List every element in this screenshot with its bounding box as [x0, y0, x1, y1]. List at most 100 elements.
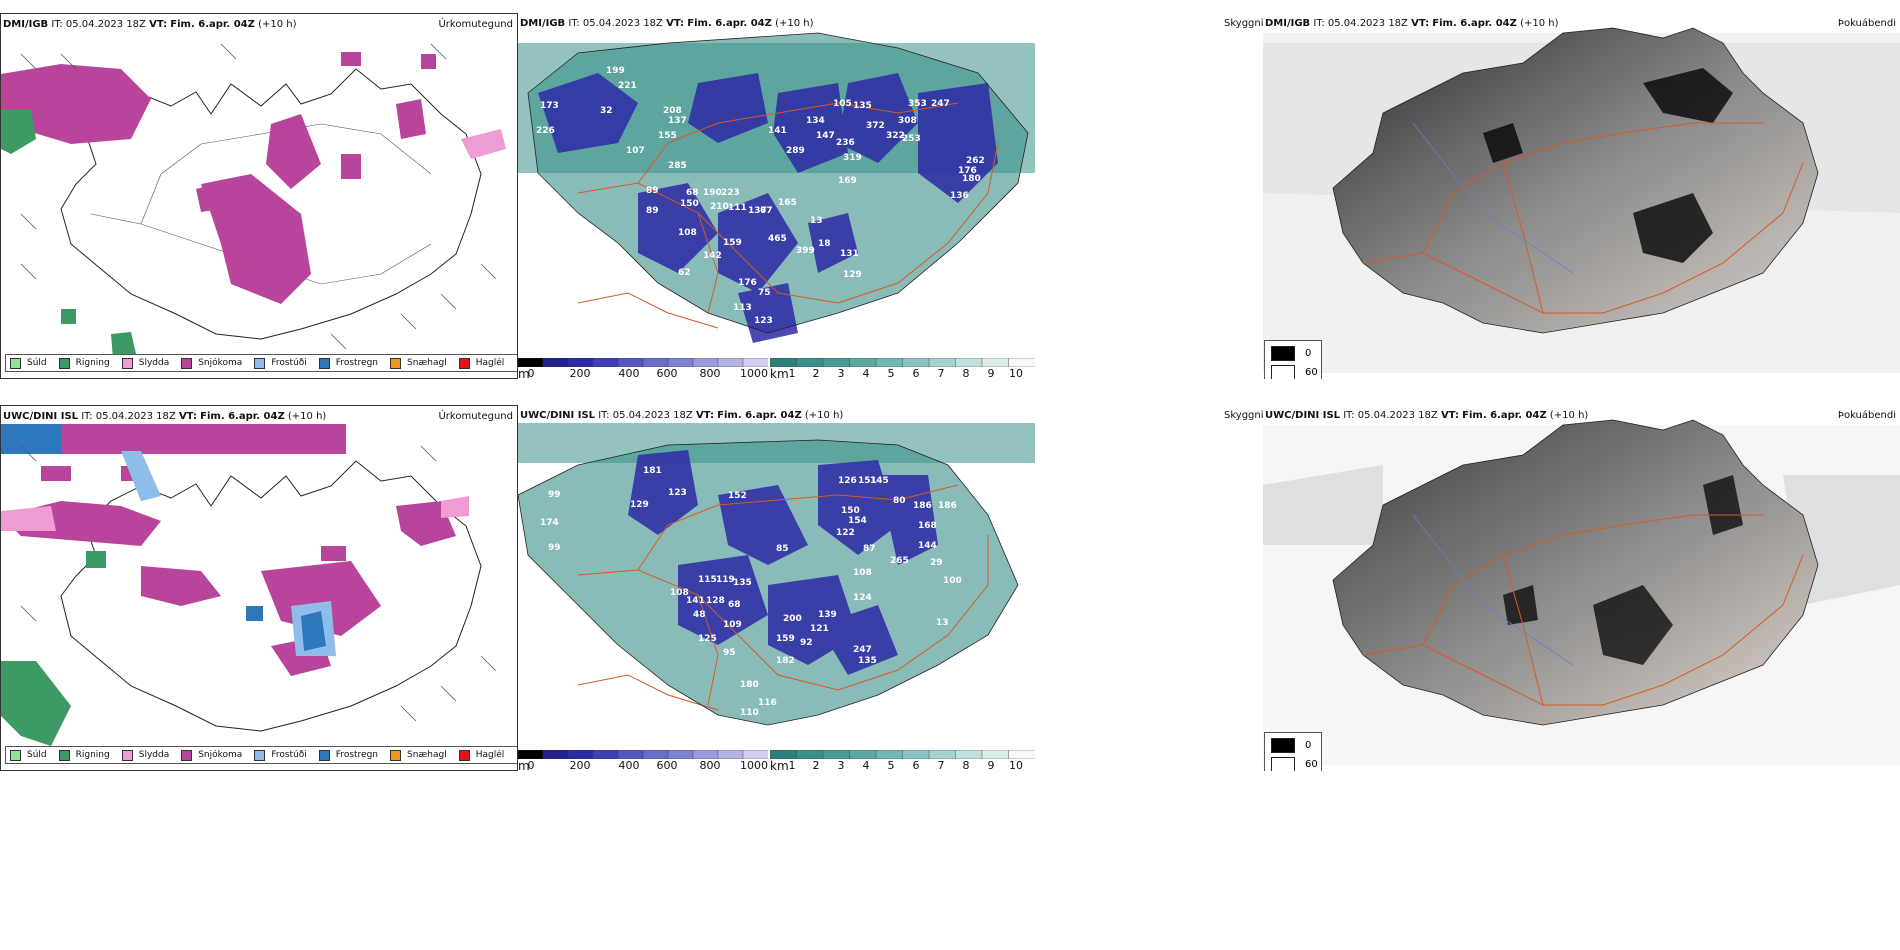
- colorbar-segment: [902, 750, 930, 759]
- fog-legend: 0 60: [1264, 732, 1322, 771]
- colorbar-segment: [770, 750, 798, 759]
- cloud-label: 85: [776, 544, 789, 554]
- colorbar-tick: 10: [1009, 367, 1023, 379]
- fog-panel-row1: DMI/IGB IT: 05.04.2023 18Z VT: Fim. 6.ap…: [1263, 13, 1900, 379]
- legend-item: Frostúði: [254, 357, 307, 369]
- colorbar-segment: [617, 750, 644, 759]
- valid-time: Fim. 6.apr. 04Z: [717, 410, 802, 421]
- colorbar-tick: 10: [1009, 759, 1023, 771]
- road-network: [1362, 514, 1804, 706]
- legend-swatch: [181, 749, 193, 761]
- colorbar-tick: 800: [699, 759, 721, 771]
- cloud-label: 89: [646, 186, 659, 196]
- precip-type-legend: Súld Rigning Slydda Snjókoma Frostúði Fr…: [5, 354, 517, 372]
- cloud-label: 126: [838, 476, 857, 486]
- legend-label: Frostregn: [335, 358, 379, 368]
- colorbar-segment: [822, 358, 851, 367]
- cloud-label: 62: [678, 268, 691, 278]
- colorbar-tick: 800: [699, 367, 721, 379]
- valid-time: Fim. 6.apr. 04Z: [1462, 410, 1547, 421]
- cloud-label: 221: [618, 81, 637, 91]
- cloud-label: 67: [760, 206, 773, 216]
- cloud-label: 128: [706, 596, 725, 606]
- colorbar-tick: 9: [987, 759, 995, 771]
- cloud-label: 32: [600, 106, 613, 116]
- precip-type-legend: Súld Rigning Slydda Snjókoma Frostúði Fr…: [5, 746, 517, 764]
- valid-time-label: VT:: [666, 18, 685, 29]
- valid-time-label: VT:: [1411, 18, 1430, 29]
- cloud-label: 169: [838, 176, 857, 186]
- cloud-panel-title: Skyggni: [1224, 410, 1264, 421]
- colorbar-unit: m: [518, 367, 530, 379]
- colorbar-segment: [770, 358, 798, 367]
- colorbar-segment: [518, 358, 544, 367]
- colorbar-segment: [667, 750, 694, 759]
- legend-label: Frostregn: [335, 750, 379, 760]
- legend-swatch: [318, 357, 330, 369]
- legend-item: Súld: [10, 749, 47, 761]
- legend-label: Súld: [27, 750, 47, 760]
- legend-swatch: [10, 749, 21, 761]
- legend-item: Frostregn: [318, 749, 379, 761]
- cloud-label: 319: [843, 153, 862, 163]
- cloud-label: 199: [606, 66, 625, 76]
- rain-regions: [1, 551, 106, 746]
- legend-item: Snjókoma: [181, 749, 242, 761]
- colorbar-segment: [1008, 358, 1035, 367]
- fog-legend-row: 60: [1271, 757, 1318, 771]
- cloud-base-colorbar-ramp: [518, 358, 768, 367]
- model-name: DMI/IGB: [3, 19, 49, 30]
- cloud-label: 13: [936, 618, 949, 628]
- cloud-label: 200: [783, 614, 802, 624]
- panel-header: UWC/DINI ISL IT: 05.04.2023 18Z VT: Fim.…: [520, 410, 1031, 421]
- colorbar-segment: [955, 358, 983, 367]
- lead-time: (+10 h): [1549, 410, 1589, 421]
- cloud-label: 186: [938, 501, 957, 511]
- legend-label: Rigning: [75, 750, 110, 760]
- panel-title: Úrkomutegund: [438, 411, 513, 422]
- panel-header: DMI/IGB IT: 05.04.2023 18Z VT: Fim. 6.ap…: [1265, 18, 1896, 29]
- model-name: UWC/DINI ISL: [520, 410, 596, 421]
- valid-time-label: VT:: [178, 411, 197, 422]
- road-network: [577, 484, 989, 711]
- colorbar-tick: 3: [837, 759, 845, 771]
- cloud-label: 80: [893, 496, 906, 506]
- legend-item: Frostregn: [318, 357, 379, 369]
- wind-barbs: [20, 43, 497, 350]
- lead-time: (+10 h): [287, 411, 327, 422]
- init-time: IT: 05.04.2023 18Z: [51, 19, 146, 30]
- colorbar-tick: 4: [862, 367, 870, 379]
- cloud-label: 144: [918, 541, 937, 551]
- precip-type-panel-row2: UWC/DINI ISL IT: 05.04.2023 18Z VT: Fim.…: [0, 405, 518, 771]
- cloud-panel-row1: 173 226 221 199 32 208 137 155 107 285 8…: [518, 13, 1035, 379]
- colorbar-unit: km: [770, 759, 789, 771]
- fog-legend-label: 60: [1305, 759, 1318, 770]
- valid-time: Fim. 6.apr. 04Z: [170, 19, 255, 30]
- colorbar-tick: 0: [527, 759, 535, 771]
- panel-title: Úrkomutegund: [438, 19, 513, 30]
- cloud-map-row2: 174 99 181 123 129 151 126 152 145 80 85…: [518, 423, 1035, 726]
- cloud-label: 13: [810, 216, 823, 226]
- river: [1412, 122, 1574, 274]
- valid-time: Fim. 6.apr. 04Z: [687, 18, 772, 29]
- cloud-label: 75: [758, 288, 771, 298]
- cloud-label: 465: [768, 234, 787, 244]
- colorbar-segment: [928, 750, 957, 759]
- cloud-label: 123: [754, 316, 773, 326]
- colorbar-tick: 2: [812, 759, 820, 771]
- fog-legend: 0 60: [1264, 340, 1322, 379]
- cloud-label: 265: [890, 556, 909, 566]
- legend-swatch: [458, 357, 470, 369]
- cloud-label: 174: [540, 518, 559, 528]
- legend-swatch: [318, 749, 330, 761]
- valid-time-label: VT:: [695, 410, 714, 421]
- fog-panel-row2: UWC/DINI ISL IT: 05.04.2023 18Z VT: Fim.…: [1263, 405, 1900, 771]
- cloud-label: 168: [918, 521, 937, 531]
- lead-time: (+10 h): [775, 18, 814, 29]
- colorbar-segment: [592, 750, 619, 759]
- cloud-label: 141: [686, 596, 705, 606]
- colorbar-tick: 0: [527, 367, 535, 379]
- panel-header: UWC/DINI ISL IT: 05.04.2023 18Z VT: Fim.…: [1265, 410, 1896, 421]
- colorbar-segment: [692, 750, 719, 759]
- fog-legend-swatch: [1271, 757, 1295, 771]
